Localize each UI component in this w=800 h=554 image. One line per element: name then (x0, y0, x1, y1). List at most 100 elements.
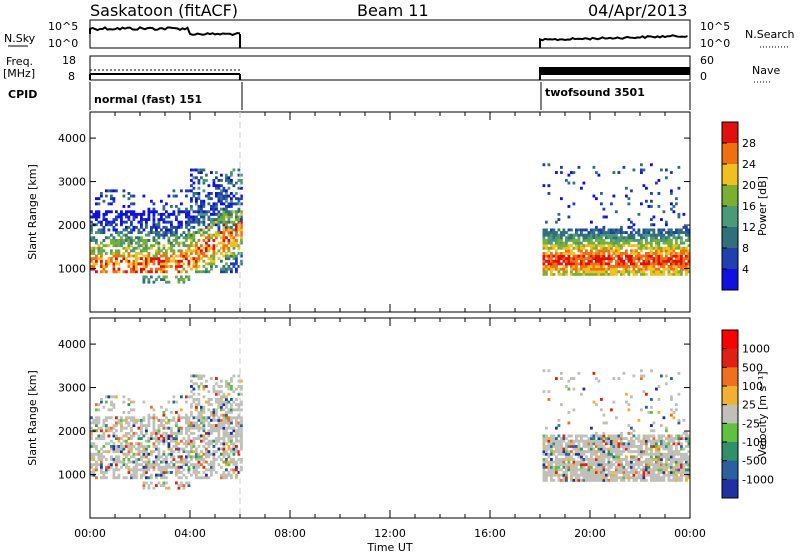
velocity-cell (90, 416, 93, 420)
power-cell (675, 246, 678, 250)
velocity-cell (225, 379, 228, 383)
velocity-cell (145, 460, 148, 464)
velocity-cell (172, 439, 176, 443)
power-cell (592, 233, 596, 237)
velocity-cell (600, 455, 603, 459)
velocity-cell (560, 371, 563, 375)
power-cell (570, 265, 573, 268)
power-cell (222, 225, 226, 229)
velocity-cell (147, 468, 151, 472)
power-cell (185, 189, 188, 193)
velocity-cell (565, 385, 568, 388)
velocity-cell (207, 450, 211, 454)
power-cell (217, 212, 221, 216)
power-cell (212, 246, 216, 250)
velocity-cell (165, 431, 168, 435)
power-heatmap (90, 163, 691, 284)
power-cell (170, 241, 173, 245)
velocity-cell (185, 460, 188, 464)
velocity-cell (150, 476, 153, 480)
power-cell (592, 262, 596, 266)
velocity-cell (165, 458, 168, 461)
power-cell (115, 254, 118, 258)
power-cell (110, 252, 113, 255)
power-cell (575, 233, 578, 237)
velocity-cell (547, 463, 551, 467)
velocity-cell (177, 460, 181, 464)
power-cell (650, 239, 653, 242)
velocity-cell (185, 458, 188, 461)
velocity-cell (582, 439, 586, 443)
power-cell (195, 202, 198, 206)
power-cell (197, 228, 201, 232)
velocity-cell (672, 452, 676, 456)
velocity-cell (145, 429, 148, 433)
velocity-cell (160, 460, 163, 464)
power-cell (552, 236, 556, 240)
velocity-cell (190, 421, 193, 425)
velocity-cell (90, 431, 93, 435)
power-cell (132, 249, 136, 253)
velocity-cell (582, 450, 586, 454)
power-cell (145, 244, 148, 248)
power-cell (100, 270, 103, 274)
velocity-cell (205, 468, 208, 472)
power-cell (110, 257, 113, 261)
power-cell (607, 244, 611, 248)
velocity-cell (102, 471, 106, 474)
velocity-cell (162, 452, 166, 456)
power-cell (572, 202, 576, 206)
velocity-cell (235, 387, 238, 391)
velocity-cell (207, 431, 211, 435)
power-cell (677, 252, 681, 255)
power-cell (92, 252, 96, 255)
velocity-cell (115, 421, 118, 425)
power-cell (600, 241, 603, 245)
velocity-cell (162, 439, 166, 443)
power-cell (220, 189, 223, 193)
power-cell (145, 223, 148, 227)
velocity-cell (680, 447, 683, 451)
power-cell (657, 272, 661, 276)
velocity-cell (220, 426, 223, 430)
velocity-cell (220, 413, 223, 417)
velocity-cell (562, 478, 566, 482)
velocity-cell (682, 463, 686, 467)
velocity-cell (600, 468, 603, 472)
velocity-cell (567, 452, 571, 456)
power-cell (647, 267, 651, 271)
power-cell (115, 223, 118, 227)
power-cell (640, 168, 643, 172)
power-cell (177, 223, 181, 227)
power-cell (190, 189, 193, 193)
power-cell (127, 197, 131, 201)
colorbar-tick-label: -25 (742, 417, 760, 430)
velocity-cell (600, 434, 603, 438)
velocity-cell (555, 468, 558, 472)
power-cell (597, 254, 601, 258)
power-cell (202, 246, 206, 250)
power-cell (102, 215, 106, 219)
velocity-cell (135, 421, 138, 425)
x-tick-label: 04:00 (174, 527, 206, 540)
velocity-cell (657, 463, 661, 467)
velocity-cell (557, 424, 561, 427)
power-cell (677, 265, 681, 268)
power-cell (687, 228, 691, 232)
velocity-cell (177, 429, 181, 433)
power-cell (602, 225, 606, 229)
velocity-cell (142, 400, 146, 404)
velocity-cell (597, 471, 601, 474)
power-cell (607, 265, 611, 268)
velocity-cell (147, 460, 151, 464)
power-cell (90, 249, 93, 253)
velocity-cell (625, 455, 628, 459)
velocity-cell (162, 484, 166, 487)
velocity-cell (160, 468, 163, 472)
velocity-cell (595, 455, 598, 459)
velocity-cell (170, 465, 173, 469)
velocity-cell (115, 455, 118, 459)
power-cell (107, 259, 111, 263)
power-cell (232, 194, 236, 198)
power-cell (645, 231, 648, 234)
